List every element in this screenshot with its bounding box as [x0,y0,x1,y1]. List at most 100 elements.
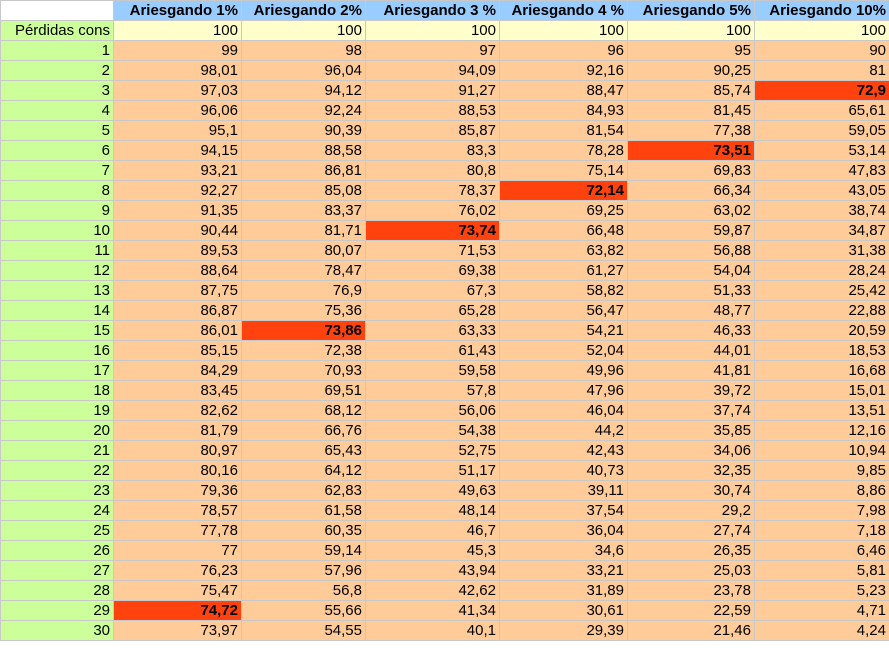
data-cell[interactable]: 5,23 [754,580,889,601]
data-cell[interactable]: 51,33 [627,280,755,301]
data-cell[interactable]: 29,39 [499,620,628,641]
data-cell[interactable]: 25,42 [754,280,889,301]
data-cell[interactable]: 94,09 [365,60,500,81]
data-cell[interactable]: 100 [627,20,755,41]
data-cell[interactable]: 90,39 [241,120,366,141]
data-cell[interactable]: 100 [754,20,889,41]
data-cell[interactable]: 69,83 [627,160,755,181]
data-cell[interactable]: 34,6 [499,540,628,561]
data-cell[interactable]: 44,01 [627,340,755,361]
data-cell[interactable]: 81,45 [627,100,755,121]
data-cell[interactable]: 4,24 [754,620,889,641]
row-label[interactable]: 4 [0,100,114,121]
data-cell[interactable]: 78,47 [241,260,366,281]
data-cell[interactable]: 81,71 [241,220,366,241]
data-cell[interactable]: 22,59 [627,600,755,621]
data-cell[interactable]: 76,02 [365,200,500,221]
data-cell[interactable]: 59,58 [365,360,500,381]
row-label[interactable]: 30 [0,620,114,641]
header-risk-10[interactable]: Ariesgando 10% [754,0,889,21]
data-cell[interactable]: 47,83 [754,160,889,181]
data-cell[interactable]: 100 [499,20,628,41]
data-cell[interactable]: 77 [113,540,242,561]
data-cell[interactable]: 100 [113,20,242,41]
data-cell[interactable]: 81 [754,60,889,81]
row-label[interactable]: 6 [0,140,114,161]
data-cell[interactable]: 61,58 [241,500,366,521]
data-cell[interactable]: 54,21 [499,320,628,341]
data-cell[interactable]: 69,51 [241,380,366,401]
data-cell[interactable]: 41,34 [365,600,500,621]
data-cell[interactable]: 54,55 [241,620,366,641]
data-cell[interactable]: 59,14 [241,540,366,561]
data-cell[interactable]: 96,04 [241,60,366,81]
data-cell[interactable]: 46,04 [499,400,628,421]
data-cell[interactable]: 10,94 [754,440,889,461]
data-cell[interactable]: 75,47 [113,580,242,601]
data-cell[interactable]: 94,12 [241,80,366,101]
data-cell[interactable]: 12,16 [754,420,889,441]
row-label[interactable]: 3 [0,80,114,101]
row-label[interactable]: 12 [0,260,114,281]
data-cell[interactable]: 63,33 [365,320,500,341]
data-cell[interactable]: 21,46 [627,620,755,641]
data-cell[interactable]: 31,89 [499,580,628,601]
data-cell[interactable]: 92,16 [499,60,628,81]
data-cell[interactable]: 98 [241,40,366,61]
data-cell[interactable]: 100 [365,20,500,41]
row-label[interactable]: 14 [0,300,114,321]
row-label[interactable]: 7 [0,160,114,181]
data-cell[interactable]: 83,3 [365,140,500,161]
data-cell[interactable]: 69,25 [499,200,628,221]
data-cell[interactable]: 27,74 [627,520,755,541]
data-cell[interactable]: 65,43 [241,440,366,461]
data-cell[interactable]: 88,47 [499,80,628,101]
data-cell[interactable]: 80,16 [113,460,242,481]
data-cell[interactable]: 81,54 [499,120,628,141]
data-cell[interactable]: 30,61 [499,600,628,621]
data-cell[interactable]: 80,97 [113,440,242,461]
row-label[interactable]: 16 [0,340,114,361]
data-cell[interactable]: 5,81 [754,560,889,581]
data-cell[interactable]: 35,85 [627,420,755,441]
data-cell[interactable]: 66,48 [499,220,628,241]
row-label[interactable]: 2 [0,60,114,81]
data-cell[interactable]: 22,88 [754,300,889,321]
data-cell[interactable]: 18,53 [754,340,889,361]
data-cell[interactable]: 96,06 [113,100,242,121]
data-cell[interactable]: 42,62 [365,580,500,601]
row-label[interactable]: 22 [0,460,114,481]
data-cell[interactable]: 56,88 [627,240,755,261]
data-cell[interactable]: 86,01 [113,320,242,341]
data-cell[interactable]: 26,35 [627,540,755,561]
data-cell[interactable]: 32,35 [627,460,755,481]
data-cell[interactable]: 79,36 [113,480,242,501]
data-cell[interactable]: 23,78 [627,580,755,601]
data-cell[interactable]: 42,43 [499,440,628,461]
data-cell[interactable]: 51,17 [365,460,500,481]
row-label[interactable]: 26 [0,540,114,561]
row-label[interactable]: 18 [0,380,114,401]
data-cell[interactable]: 72,38 [241,340,366,361]
data-cell[interactable]: 53,14 [754,140,889,161]
data-cell[interactable]: 36,04 [499,520,628,541]
row-label[interactable]: 5 [0,120,114,141]
data-cell[interactable]: 78,37 [365,180,500,201]
data-cell[interactable]: 45,3 [365,540,500,561]
row-label[interactable]: 13 [0,280,114,301]
row-label[interactable]: 23 [0,480,114,501]
data-cell[interactable]: 77,78 [113,520,242,541]
data-cell[interactable]: 52,75 [365,440,500,461]
header-risk-2[interactable]: Ariesgando 2% [241,0,366,21]
data-cell[interactable]: 9,85 [754,460,889,481]
data-cell[interactable]: 8,86 [754,480,889,501]
data-cell[interactable]: 13,51 [754,400,889,421]
data-cell[interactable]: 62,83 [241,480,366,501]
data-cell[interactable]: 57,96 [241,560,366,581]
data-cell[interactable]: 63,82 [499,240,628,261]
row-label[interactable]: 20 [0,420,114,441]
data-cell[interactable]: 39,72 [627,380,755,401]
row-label[interactable]: 8 [0,180,114,201]
data-cell[interactable]: 90,25 [627,60,755,81]
data-cell[interactable]: 95 [627,40,755,61]
